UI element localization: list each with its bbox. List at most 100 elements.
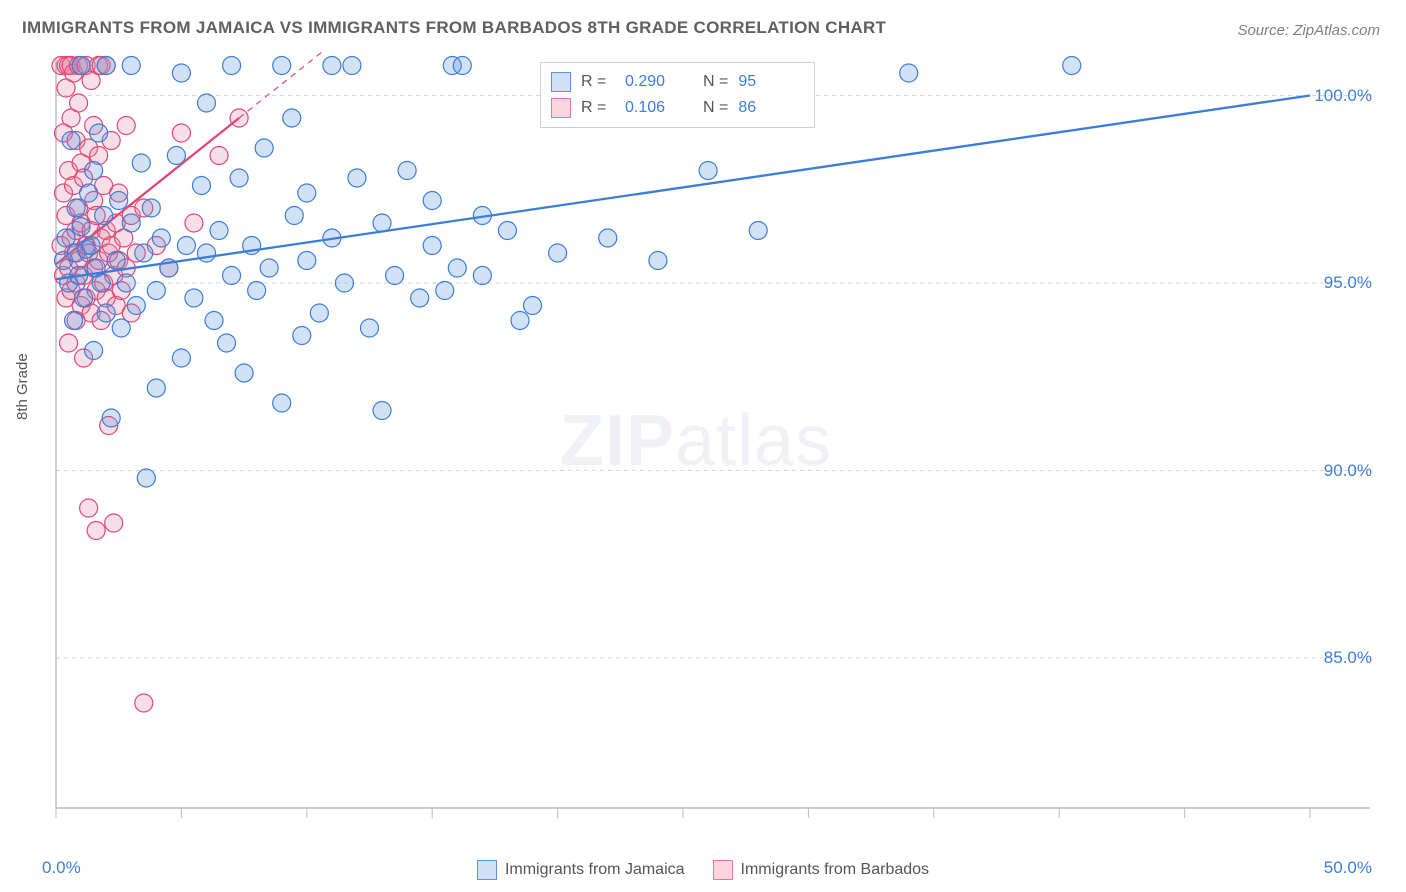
data-point-barbados	[105, 514, 123, 532]
data-point-jamaica	[172, 64, 190, 82]
n-label: N =	[703, 73, 728, 91]
data-point-jamaica	[75, 289, 93, 307]
data-point-jamaica	[293, 327, 311, 345]
data-point-jamaica	[373, 402, 391, 420]
data-point-jamaica	[649, 252, 667, 270]
data-point-jamaica	[192, 177, 210, 195]
data-point-jamaica	[112, 319, 130, 337]
data-point-jamaica	[102, 409, 120, 427]
data-point-jamaica	[285, 207, 303, 225]
data-point-jamaica	[205, 312, 223, 330]
data-point-jamaica	[699, 162, 717, 180]
data-point-jamaica	[260, 259, 278, 277]
data-point-jamaica	[524, 297, 542, 315]
legend-label-barbados: Immigrants from Barbados	[741, 861, 930, 879]
data-point-jamaica	[85, 342, 103, 360]
data-point-jamaica	[62, 132, 80, 150]
source-attribution: Source: ZipAtlas.com	[1237, 22, 1380, 39]
data-point-jamaica	[90, 124, 108, 142]
data-point-jamaica	[122, 57, 140, 75]
data-point-jamaica	[398, 162, 416, 180]
data-point-jamaica	[310, 304, 328, 322]
data-point-jamaica	[135, 244, 153, 262]
legend-item-barbados: Immigrants from Barbados	[713, 860, 930, 880]
data-point-jamaica	[210, 222, 228, 240]
data-point-jamaica	[67, 199, 85, 217]
data-point-jamaica	[147, 282, 165, 300]
data-point-jamaica	[298, 184, 316, 202]
y-tick-label: 85.0%	[1324, 648, 1372, 668]
data-point-barbados	[60, 334, 78, 352]
data-point-jamaica	[223, 57, 241, 75]
data-point-jamaica	[1063, 57, 1081, 75]
data-point-barbados	[80, 499, 98, 517]
data-point-jamaica	[107, 252, 125, 270]
data-point-jamaica	[197, 94, 215, 112]
data-point-jamaica	[283, 109, 301, 127]
chart-title: IMMIGRANTS FROM JAMAICA VS IMMIGRANTS FR…	[22, 18, 886, 38]
y-axis-label: 8th Grade	[14, 353, 31, 420]
n-label: N =	[703, 99, 728, 117]
data-point-barbados	[87, 522, 105, 540]
data-point-jamaica	[97, 304, 115, 322]
n-value-barbados: 86	[738, 99, 798, 117]
data-point-jamaica	[97, 57, 115, 75]
data-point-jamaica	[110, 192, 128, 210]
data-point-jamaica	[142, 199, 160, 217]
data-point-jamaica	[92, 274, 110, 292]
data-point-barbados	[117, 117, 135, 135]
r-label: R =	[581, 99, 615, 117]
legend-row-barbados: R = 0.106 N = 86	[551, 95, 798, 121]
data-point-jamaica	[273, 394, 291, 412]
data-point-jamaica	[749, 222, 767, 240]
legend-swatch-barbados-icon	[713, 860, 733, 880]
data-point-jamaica	[411, 289, 429, 307]
data-point-jamaica	[117, 274, 135, 292]
data-point-jamaica	[361, 319, 379, 337]
legend-swatch-jamaica	[551, 72, 571, 92]
data-point-jamaica	[127, 297, 145, 315]
n-value-jamaica: 95	[738, 73, 798, 91]
legend-row-jamaica: R = 0.290 N = 95	[551, 69, 798, 95]
data-point-jamaica	[230, 169, 248, 187]
data-point-barbados	[210, 147, 228, 165]
data-point-jamaica	[599, 229, 617, 247]
legend-swatch-jamaica-icon	[477, 860, 497, 880]
data-point-jamaica	[132, 154, 150, 172]
r-value-barbados: 0.106	[625, 99, 685, 117]
data-point-jamaica	[72, 218, 90, 236]
data-point-jamaica	[72, 57, 90, 75]
legend-swatch-barbados	[551, 98, 571, 118]
y-tick-label: 95.0%	[1324, 273, 1372, 293]
data-point-jamaica	[85, 162, 103, 180]
data-point-jamaica	[122, 214, 140, 232]
data-point-jamaica	[80, 184, 98, 202]
data-point-jamaica	[273, 57, 291, 75]
data-point-jamaica	[65, 312, 83, 330]
data-point-barbados	[185, 214, 203, 232]
data-point-barbados	[135, 694, 153, 712]
data-point-jamaica	[473, 267, 491, 285]
data-point-jamaica	[373, 214, 391, 232]
data-point-jamaica	[348, 169, 366, 187]
series-legend: Immigrants from Jamaica Immigrants from …	[0, 860, 1406, 880]
legend-label-jamaica: Immigrants from Jamaica	[505, 861, 685, 879]
correlation-legend: R = 0.290 N = 95 R = 0.106 N = 86	[540, 62, 815, 128]
data-point-jamaica	[900, 64, 918, 82]
r-label: R =	[581, 73, 615, 91]
data-point-jamaica	[511, 312, 529, 330]
data-point-jamaica	[436, 282, 454, 300]
data-point-jamaica	[323, 57, 341, 75]
data-point-jamaica	[218, 334, 236, 352]
data-point-barbados	[172, 124, 190, 142]
data-point-jamaica	[82, 237, 100, 255]
y-tick-label: 90.0%	[1324, 461, 1372, 481]
data-point-jamaica	[335, 274, 353, 292]
data-point-jamaica	[255, 139, 273, 157]
data-point-jamaica	[343, 57, 361, 75]
data-point-jamaica	[423, 192, 441, 210]
data-point-jamaica	[172, 349, 190, 367]
data-point-jamaica	[185, 289, 203, 307]
data-point-jamaica	[177, 237, 195, 255]
data-point-jamaica	[549, 244, 567, 262]
